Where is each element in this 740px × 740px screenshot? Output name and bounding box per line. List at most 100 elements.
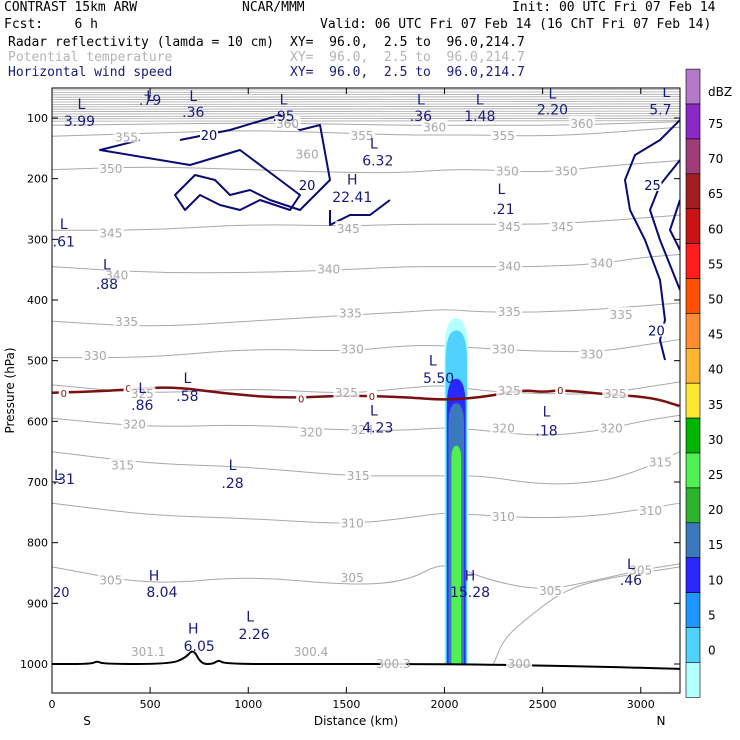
endpoint-label-north: N [657, 714, 666, 728]
theta-label: 345 [498, 220, 521, 234]
extremum-letter: L [476, 93, 484, 109]
theta-label: 330 [84, 349, 107, 363]
axes: 0 500 1000 1500 2000 2500 30001002003004005006… [3, 88, 680, 728]
extremum-letter: L [627, 557, 635, 573]
field-xy-theta: XY= 96.0, 2.5 to 96.0,214.7 [290, 50, 525, 65]
freezing-label-bg [296, 392, 307, 404]
colorbar-level-label: 30 [708, 433, 723, 447]
colorbar-level-label: 55 [708, 257, 723, 271]
theta-label: 335 [610, 308, 633, 322]
theta-label-bg [337, 305, 364, 319]
colorbar-level-label: 25 [708, 468, 723, 482]
theta-label-bg [496, 383, 523, 396]
extremum-letter: L [549, 87, 557, 103]
theta-label-bg [598, 420, 625, 434]
freezing-label-bg [58, 386, 69, 398]
theta-band-line [52, 113, 680, 115]
theta-contour-315 [52, 451, 680, 485]
extremum-letter: L [146, 89, 154, 105]
theta-label-bg [490, 509, 517, 523]
y-tick-label: 400 [27, 294, 48, 307]
colorbar-swatch [685, 592, 701, 628]
theta-label-bg [339, 341, 366, 355]
extremum-letter: L [138, 381, 146, 397]
colorbar-level-label: 60 [708, 222, 723, 236]
theta-band-line [52, 110, 680, 113]
theta-label: 305 [99, 573, 122, 587]
wind-label-bg [298, 177, 317, 191]
theta-label: 320 [492, 422, 515, 436]
extremum-value: .21 [492, 202, 514, 218]
theta-label: 300.4 [294, 645, 328, 659]
extremum-value: .36 [410, 109, 432, 125]
freezing-label: 0 [61, 389, 67, 400]
y-tick-label: 1000 [20, 658, 48, 671]
colorbar-swatch [685, 347, 701, 384]
wind-label-bg [647, 323, 666, 337]
colorbar-level-label: 35 [708, 398, 723, 412]
x-tick-label: 0 [49, 698, 56, 711]
extremum-letter: L [54, 468, 62, 484]
theta-label-bg [553, 163, 580, 177]
theta-label: 305 [629, 564, 652, 578]
extremum-value: .46 [620, 573, 642, 589]
theta-label: 325 [498, 384, 521, 398]
theta-label: 320 [123, 417, 146, 431]
theta-label: 335 [115, 315, 138, 329]
theta-label: 310 [492, 510, 515, 524]
theta-contour-305 [52, 563, 680, 589]
wind-contour [99, 114, 331, 211]
theta-label-bg [298, 424, 325, 438]
theta-label-bg [608, 307, 635, 321]
theta-label-bg [82, 347, 109, 361]
x-tick-label: 2500 [529, 698, 557, 711]
theta-label: 340 [590, 257, 613, 271]
colorbar-level-label: 5 [708, 608, 716, 622]
theta-label: 315 [347, 469, 370, 483]
extremum-value: 6.32 [362, 154, 393, 170]
theta-label: 355 [115, 130, 138, 144]
freezing-label-bg [366, 389, 377, 401]
extremum-letter: L [246, 610, 254, 626]
theta-label-bg [490, 420, 517, 434]
theta-label: 345 [551, 220, 574, 234]
extremum-value: .31 [53, 472, 75, 488]
field-name-reflectivity: Radar reflectivity (lamda = 10 cm) [8, 35, 275, 50]
theta-label: 300.3 [376, 657, 410, 671]
extremum-letter: L [280, 93, 288, 109]
theta-label: 330 [341, 343, 364, 357]
colorbar-swatch [685, 278, 701, 314]
colorbar-swatch [685, 138, 701, 175]
wind-label-bg [200, 128, 218, 142]
theta-label: 330 [580, 348, 603, 362]
colorbar-level-label: 70 [708, 152, 723, 166]
theta-label-bg [549, 219, 576, 233]
theta-label: 310 [639, 504, 662, 518]
theta-label-bg [345, 467, 372, 481]
extremum-letter: L [662, 85, 670, 101]
x-tick-label: 500 [140, 698, 161, 711]
y-tick-label: 100 [27, 112, 48, 125]
colorbar-swatch [685, 487, 701, 524]
field-xy-reflectivity: XY= 96.0, 2.5 to 96.0,214.7 [290, 35, 525, 50]
extremum-letter: H [188, 622, 199, 638]
theta-label: 301.1 [131, 645, 165, 659]
reflectivity-plume [444, 318, 469, 664]
y-tick-label: 600 [27, 415, 48, 428]
reflectivity-30-35 [451, 445, 462, 664]
colorbar-level-label: 75 [708, 117, 723, 131]
colorbar-level-label: 50 [708, 293, 723, 307]
endpoint-label-south: S [83, 714, 91, 728]
colorbar-level-label: 40 [708, 363, 723, 377]
theta-label: 345 [99, 226, 122, 240]
field-name-theta: Potential temperature [8, 50, 173, 65]
theta-label: 335 [498, 305, 521, 319]
extremum-letter: L [103, 258, 111, 274]
freezing-label: 0 [298, 394, 304, 405]
extremum-letter: H [465, 568, 476, 584]
extremum-letter: L [189, 89, 197, 105]
colorbar-swatch [685, 173, 701, 210]
x-tick-label: 1000 [234, 698, 262, 711]
theta-label: 320 [600, 422, 623, 436]
